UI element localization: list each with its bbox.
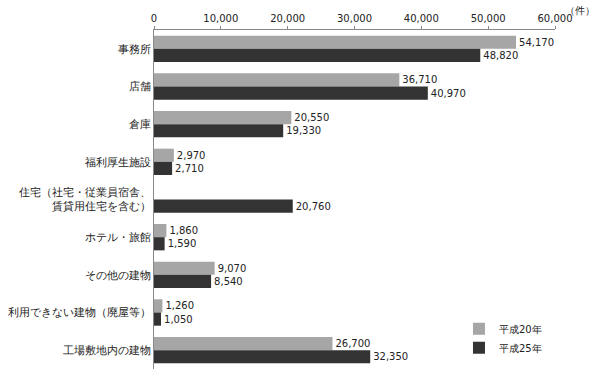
svg-text:50,000: 50,000	[471, 13, 506, 24]
svg-text:54,170: 54,170	[519, 37, 554, 48]
svg-text:20,760: 20,760	[296, 201, 331, 212]
svg-text:8,540: 8,540	[214, 276, 243, 287]
svg-text:工場敷地内の建物: 工場敷地内の建物	[63, 344, 151, 357]
svg-text:19,330: 19,330	[286, 125, 321, 136]
svg-text:その他の建物: その他の建物	[85, 269, 151, 282]
svg-text:32,350: 32,350	[373, 351, 408, 362]
svg-text:事務所: 事務所	[118, 43, 151, 56]
svg-text:1,050: 1,050	[164, 314, 193, 325]
svg-text:（件）: （件）	[565, 5, 595, 16]
svg-text:40,000: 40,000	[404, 13, 439, 24]
svg-text:ホテル・旅館: ホテル・旅館	[85, 231, 151, 244]
svg-text:2,710: 2,710	[175, 163, 204, 174]
svg-text:20,000: 20,000	[270, 13, 305, 24]
svg-text:利用できない建物（廃屋等）: 利用できない建物（廃屋等）	[8, 306, 151, 319]
svg-text:店舗: 店舗	[129, 80, 151, 93]
svg-text:住宅（社宅・従業員宿舎、賃貸用住宅を含む）: 住宅（社宅・従業員宿舎、賃貸用住宅を含む）	[19, 186, 151, 213]
svg-text:60,000: 60,000	[538, 13, 573, 24]
svg-text:36,710: 36,710	[402, 74, 437, 85]
svg-text:1,260: 1,260	[165, 300, 194, 311]
svg-text:20,550: 20,550	[294, 112, 329, 123]
svg-text:1,860: 1,860	[169, 225, 198, 236]
svg-text:1,590: 1,590	[168, 238, 197, 249]
svg-text:30,000: 30,000	[337, 13, 372, 24]
svg-text:2,970: 2,970	[177, 150, 206, 161]
svg-text:26,700: 26,700	[335, 338, 370, 349]
svg-text:0: 0	[151, 13, 157, 24]
svg-text:倉庫: 倉庫	[129, 118, 151, 131]
svg-text:福利厚生施設: 福利厚生施設	[85, 156, 151, 169]
svg-text:48,820: 48,820	[483, 50, 518, 61]
svg-text:平成20年: 平成20年	[499, 324, 542, 335]
svg-text:9,070: 9,070	[218, 263, 247, 274]
svg-text:40,970: 40,970	[431, 88, 466, 99]
svg-text:平成25年: 平成25年	[499, 343, 542, 354]
svg-text:10,000: 10,000	[203, 13, 238, 24]
